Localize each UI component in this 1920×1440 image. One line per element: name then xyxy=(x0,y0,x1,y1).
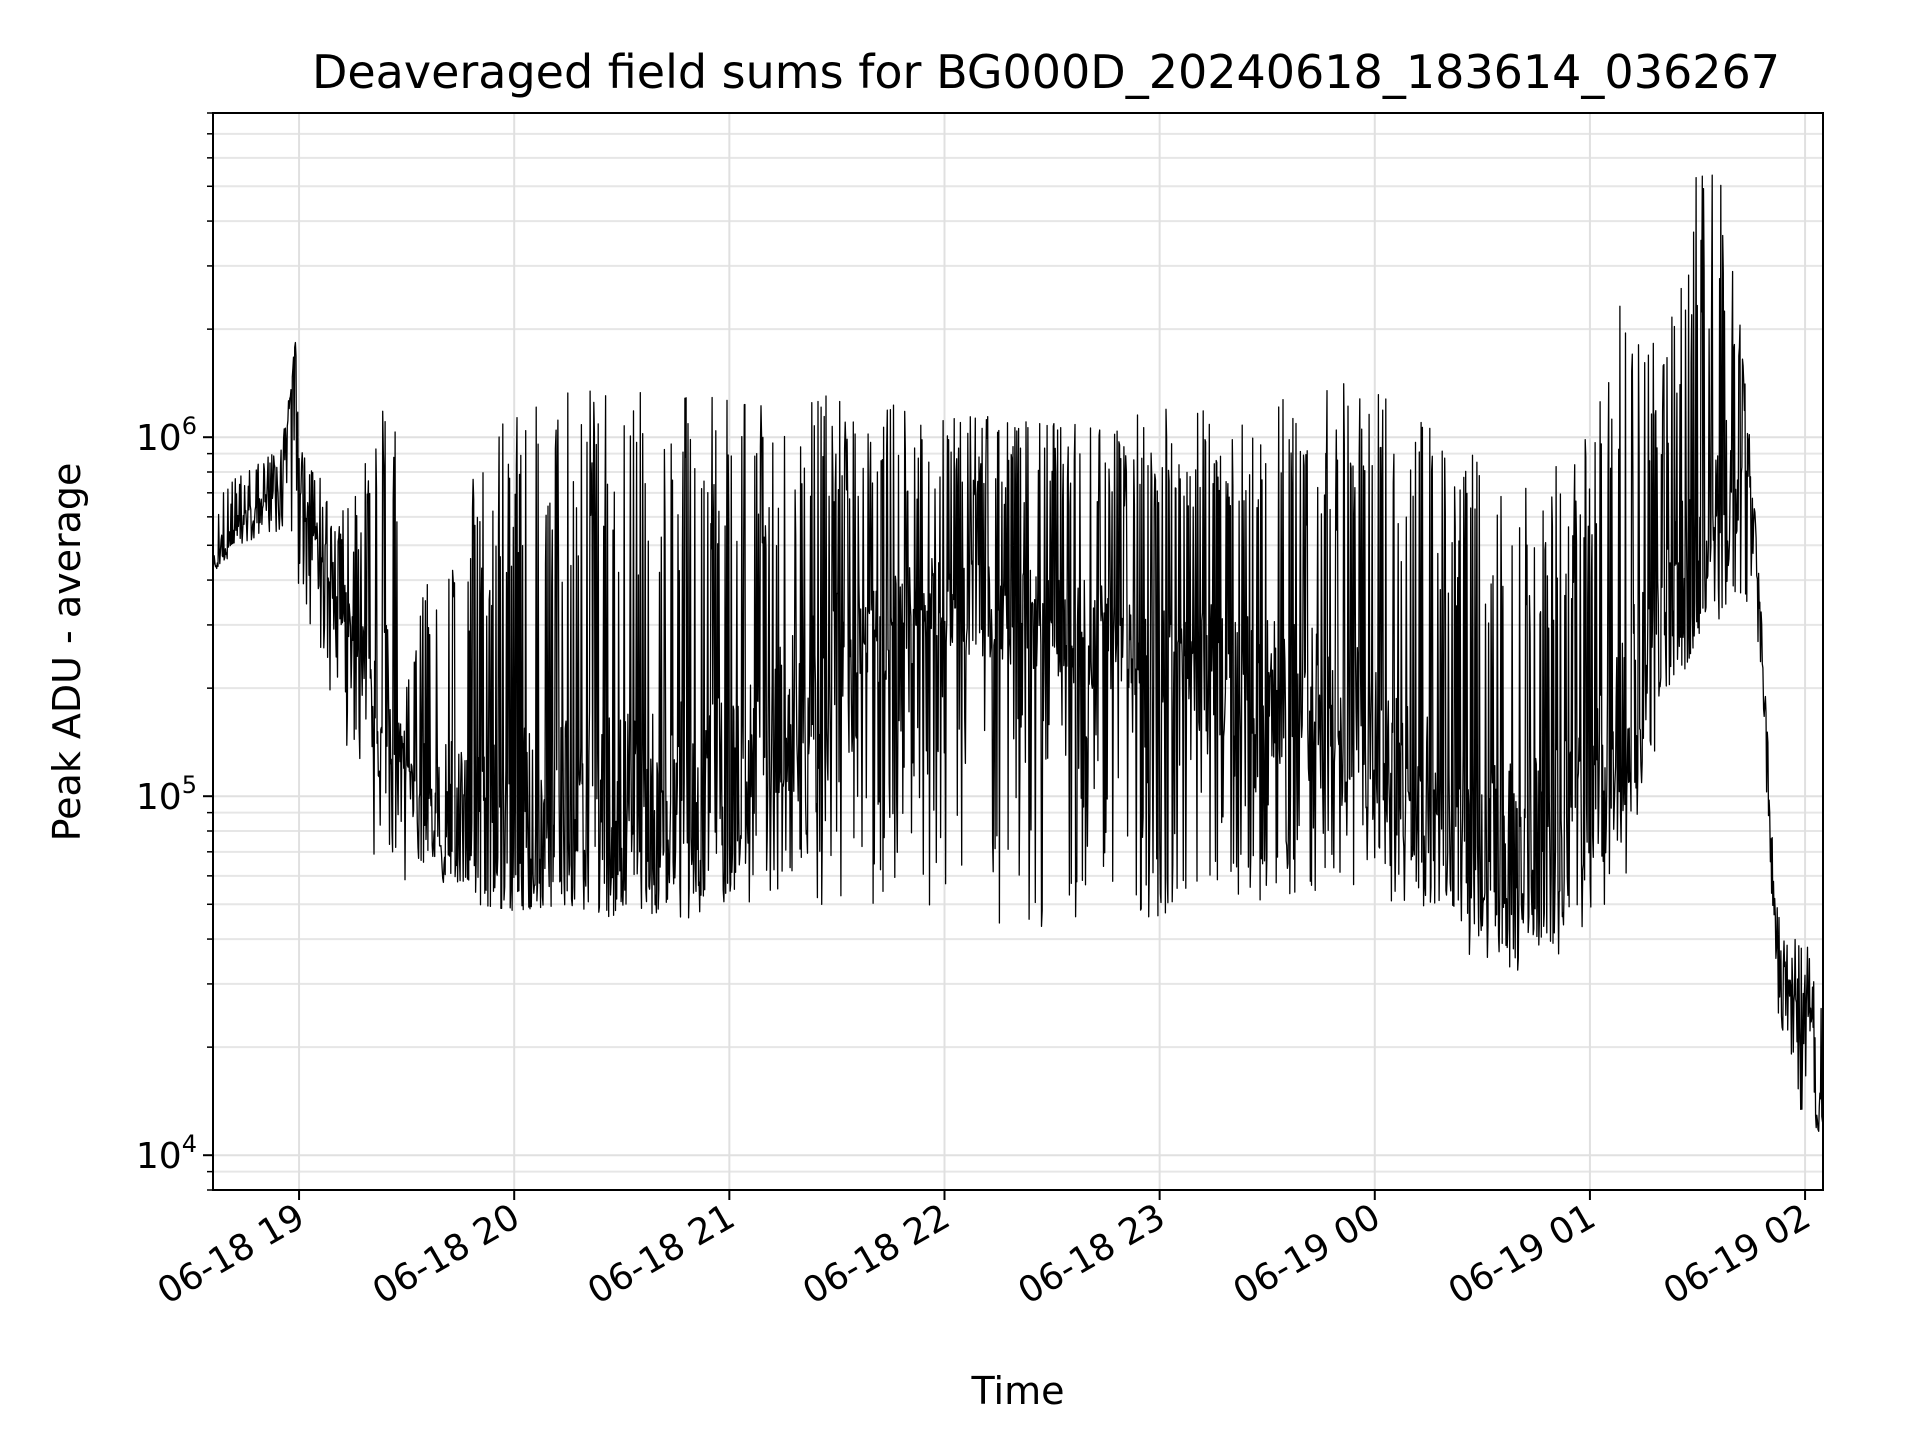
x-axis-ticks: 06-18 19 06-18 20 06-18 21 06-18 22 06-18 23… xyxy=(151,1190,1818,1313)
x-tick-label: 06-19 00 xyxy=(1227,1196,1388,1312)
series-layer xyxy=(212,174,1824,1132)
x-tick-label: 06-18 23 xyxy=(1011,1196,1172,1312)
plot-frame xyxy=(212,112,1824,1191)
x-tick-label: 06-18 21 xyxy=(581,1196,742,1312)
y-axis-label: Peak ADU - average xyxy=(45,463,89,842)
x-tick-label: 06-18 19 xyxy=(151,1196,312,1312)
y-axis-ticks: 104 105 106 xyxy=(136,112,213,1191)
series-line xyxy=(212,174,1824,1132)
x-tick-label: 06-18 22 xyxy=(796,1196,957,1312)
x-tick-label: 06-19 01 xyxy=(1442,1196,1603,1312)
y-tick-label: 106 xyxy=(136,412,197,459)
y-tick-label: 105 xyxy=(136,771,197,818)
x-tick-label: 06-18 20 xyxy=(366,1196,527,1312)
y-tick-label: 104 xyxy=(136,1130,197,1177)
x-axis-label: Time xyxy=(971,1369,1065,1413)
chart-title: Deaveraged field sums for BG000D_2024061… xyxy=(312,45,1780,99)
x-tick-label: 06-19 02 xyxy=(1657,1196,1818,1312)
